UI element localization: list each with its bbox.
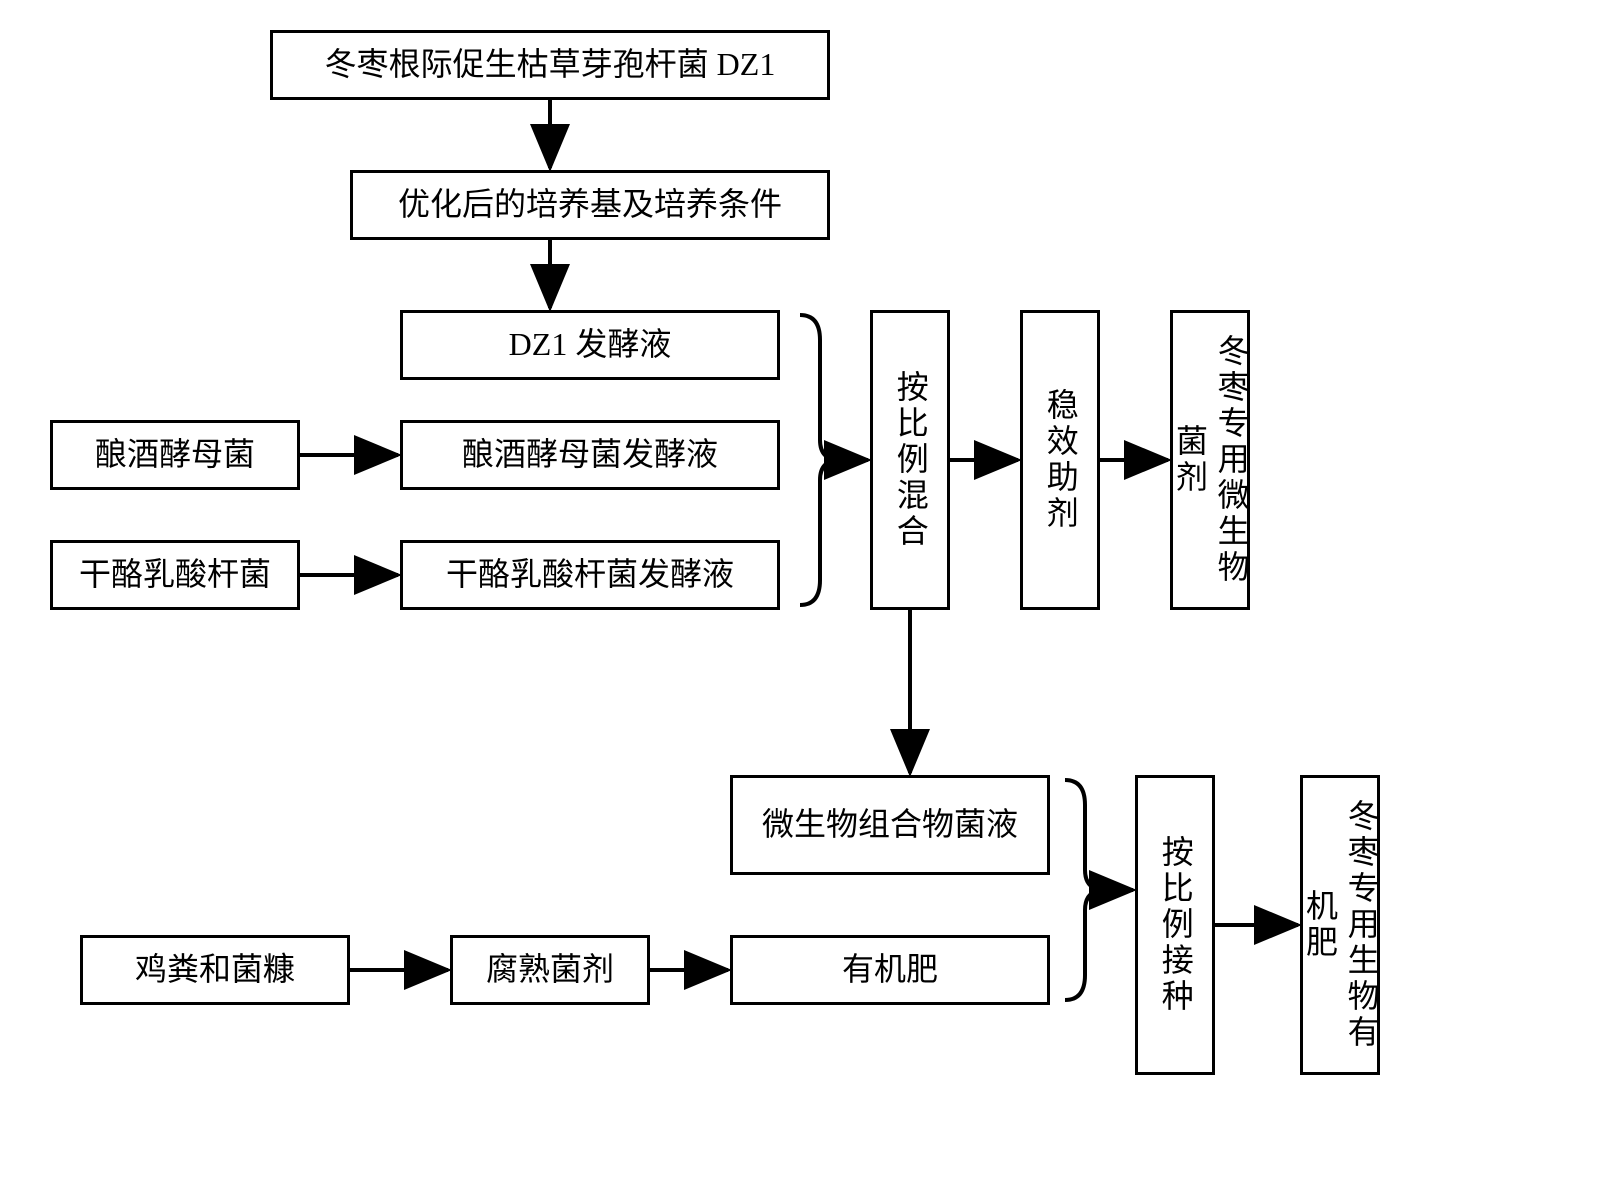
- node-bacillus-dz1: 冬枣根际促生枯草芽孢杆菌 DZ1: [270, 30, 830, 100]
- node-mix-ratio: 按比例混合: [870, 310, 950, 610]
- node-label: 有机肥: [842, 949, 938, 991]
- node-stabilizer: 稳效助剂: [1020, 310, 1100, 610]
- node-label: 冬枣专用微生物菌剂: [1168, 321, 1251, 599]
- node-organic-fertilizer: 有机肥: [730, 935, 1050, 1005]
- node-dz1-ferment: DZ1 发酵液: [400, 310, 780, 380]
- node-microbial-combo: 微生物组合物菌液: [730, 775, 1050, 875]
- node-label: 鸡粪和菌糠: [135, 949, 295, 991]
- node-chicken-manure: 鸡粪和菌糠: [80, 935, 350, 1005]
- brace-1: [800, 315, 840, 605]
- node-label: 腐熟菌剂: [486, 949, 614, 991]
- node-label: 干酪乳酸杆菌: [79, 554, 271, 596]
- node-label: 冬枣专用生物有机肥: [1298, 786, 1381, 1064]
- node-yeast: 酿酒酵母菌: [50, 420, 300, 490]
- brace-2: [1065, 780, 1105, 1000]
- node-optimized-medium: 优化后的培养基及培养条件: [350, 170, 830, 240]
- node-label: 微生物组合物菌液: [762, 804, 1018, 846]
- node-label: 酿酒酵母菌: [95, 434, 255, 476]
- node-bio-organic-fertilizer: 冬枣专用生物有机肥: [1300, 775, 1380, 1075]
- node-label: 酿酒酵母菌发酵液: [462, 434, 718, 476]
- node-lactobacillus-ferment: 干酪乳酸杆菌发酵液: [400, 540, 780, 610]
- node-label: 稳效助剂: [1039, 388, 1081, 532]
- node-lactobacillus: 干酪乳酸杆菌: [50, 540, 300, 610]
- node-label: 干酪乳酸杆菌发酵液: [446, 554, 734, 596]
- node-label: 按比例混合: [889, 370, 931, 550]
- node-yeast-ferment: 酿酒酵母菌发酵液: [400, 420, 780, 490]
- node-label: DZ1 发酵液: [509, 324, 672, 366]
- node-label: 优化后的培养基及培养条件: [398, 184, 782, 226]
- node-label: 按比例接种: [1154, 835, 1196, 1015]
- node-decompose-agent: 腐熟菌剂: [450, 935, 650, 1005]
- node-label: 冬枣根际促生枯草芽孢杆菌 DZ1: [325, 44, 776, 86]
- node-inoculate-ratio: 按比例接种: [1135, 775, 1215, 1075]
- node-microbial-agent: 冬枣专用微生物菌剂: [1170, 310, 1250, 610]
